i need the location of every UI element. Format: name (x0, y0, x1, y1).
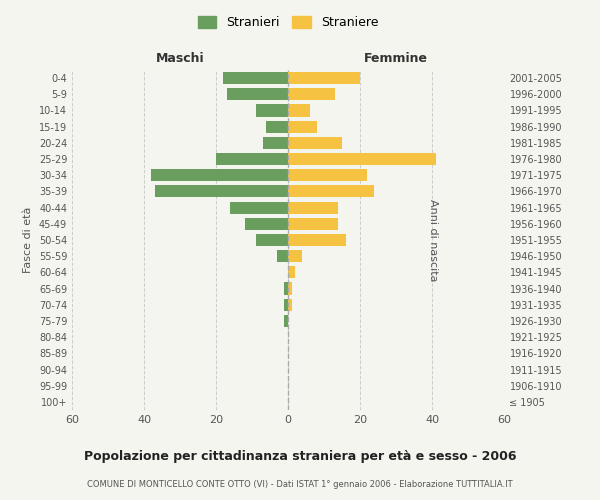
Bar (288, 266, 295, 278)
Bar (266, 120, 288, 132)
Bar (288, 88, 335, 101)
Bar (288, 298, 292, 311)
Bar (223, 72, 288, 84)
Bar (288, 137, 342, 149)
Text: Maschi: Maschi (155, 52, 205, 65)
Bar (151, 169, 288, 181)
Bar (284, 282, 288, 294)
Bar (288, 72, 360, 84)
Bar (288, 186, 374, 198)
Legend: Stranieri, Straniere: Stranieri, Straniere (193, 11, 383, 34)
Bar (256, 234, 288, 246)
Bar (277, 250, 288, 262)
Bar (288, 250, 302, 262)
Bar (230, 202, 288, 213)
Text: Popolazione per cittadinanza straniera per età e sesso - 2006: Popolazione per cittadinanza straniera p… (84, 450, 516, 463)
Bar (245, 218, 288, 230)
Bar (263, 137, 288, 149)
Bar (155, 186, 288, 198)
Bar (216, 153, 288, 165)
Bar (288, 104, 310, 117)
Bar (288, 169, 367, 181)
Bar (288, 153, 436, 165)
Text: COMUNE DI MONTICELLO CONTE OTTO (VI) - Dati ISTAT 1° gennaio 2006 - Elaborazione: COMUNE DI MONTICELLO CONTE OTTO (VI) - D… (87, 480, 513, 489)
Bar (284, 315, 288, 327)
Bar (288, 120, 317, 132)
Y-axis label: Fasce di età: Fasce di età (23, 207, 33, 273)
Bar (288, 234, 346, 246)
Y-axis label: Anni di nascita: Anni di nascita (428, 198, 437, 281)
Bar (227, 88, 288, 101)
Bar (288, 282, 292, 294)
Bar (284, 298, 288, 311)
Text: Femmine: Femmine (364, 52, 428, 65)
Bar (288, 202, 338, 213)
Bar (288, 218, 338, 230)
Bar (256, 104, 288, 117)
